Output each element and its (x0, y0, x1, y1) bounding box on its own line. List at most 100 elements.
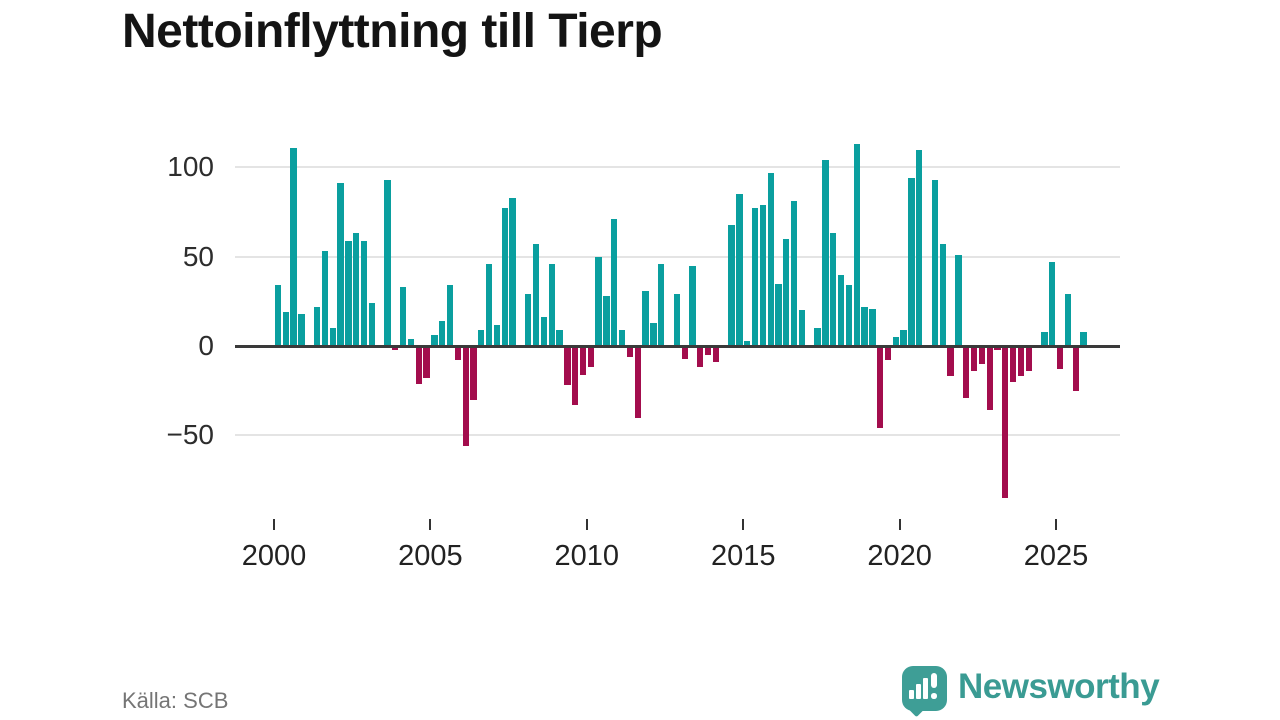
bar-2009-q2 (564, 346, 571, 386)
bar-2003-q4 (392, 346, 399, 350)
bar-2019-q2 (877, 346, 884, 429)
bar-2025-q2 (1064, 294, 1072, 346)
bar-2014-q1 (712, 346, 720, 363)
bar-2019-q4 (892, 337, 899, 346)
bar-2002-q1 (337, 183, 344, 346)
bar-2000-q2 (282, 312, 289, 346)
bar-2017-q3 (822, 160, 829, 346)
bar-2012-q1 (650, 322, 657, 346)
bar-2011-q2 (626, 346, 634, 357)
bar-2004-q4 (423, 346, 430, 379)
bar-2011-q4 (642, 290, 649, 346)
x-axis-tick-2015 (742, 519, 745, 530)
bar-2016-q4 (798, 310, 806, 346)
bar-2012-q4 (673, 294, 680, 346)
x-axis-tick-2005 (429, 519, 432, 530)
bar-2009-q1 (556, 329, 563, 346)
bar-2023-q1 (994, 346, 1001, 350)
bar-2014-q3 (728, 224, 735, 346)
chart-title: Nettoinflyttning till Tierp (122, 5, 663, 58)
bar-2021-q3 (947, 346, 954, 377)
bar-2013-q2 (689, 265, 696, 346)
gridline-50 (235, 255, 1120, 258)
bar-2015-q2 (751, 208, 759, 346)
bar-2019-q1 (869, 308, 876, 346)
bar-2000-q1 (274, 285, 282, 346)
bar-2025-q1 (1056, 346, 1064, 370)
bar-2018-q1 (837, 274, 845, 346)
bar-2021-q2 (939, 244, 946, 346)
bar-2004-q1 (399, 287, 407, 346)
bar-2017-q2 (814, 328, 821, 346)
bar-2007-q3 (509, 197, 516, 346)
x-axis-tick-2020 (898, 519, 901, 530)
bar-2017-q4 (830, 233, 837, 346)
bar-2013-q3 (697, 346, 704, 368)
x-axis-tick-2010 (585, 519, 588, 530)
bar-2001-q4 (329, 328, 336, 346)
bar-2011-q3 (634, 346, 641, 418)
bar-2020-q2 (908, 178, 915, 346)
bar-2013-q1 (681, 346, 688, 359)
bar-2015-q3 (759, 204, 767, 346)
bar-2000-q3 (290, 147, 297, 346)
icon-exclamation-dot (931, 693, 937, 699)
bar-2022-q1 (963, 346, 970, 398)
bar-2019-q3 (884, 346, 892, 361)
bar-2001-q2 (313, 306, 321, 346)
bar-2024-q3 (1041, 331, 1048, 346)
gridline-100 (235, 166, 1120, 169)
bar-2010-q3 (603, 296, 610, 346)
bar-2009-q4 (579, 346, 587, 375)
bar-2016-q1 (775, 283, 782, 346)
icon-bar-tall (923, 678, 928, 699)
bar-2004-q3 (415, 346, 422, 384)
bar-2010-q2 (595, 256, 602, 346)
bar-2025-q3 (1072, 346, 1079, 391)
bar-2004-q2 (407, 338, 415, 346)
bar-2002-q2 (345, 240, 352, 346)
bar-2008-q3 (540, 317, 548, 346)
bar-2025-q4 (1080, 331, 1087, 346)
bar-2022-q3 (978, 346, 985, 364)
bar-2002-q4 (360, 240, 368, 346)
bar-2020-q3 (916, 149, 923, 346)
bar-2024-q4 (1049, 262, 1056, 346)
x-axis-label: 2020 (867, 540, 932, 572)
bar-2005-q3 (446, 285, 454, 346)
newsworthy-bubble-barchart-icon (902, 666, 947, 711)
gridline--50 (235, 434, 1120, 437)
bar-2006-q2 (470, 346, 477, 400)
icon-exclamation-stem (931, 673, 937, 688)
bar-2021-q1 (931, 179, 939, 346)
x-axis-label: 2025 (1023, 540, 1089, 572)
bar-2022-q2 (970, 346, 978, 371)
bar-2023-q3 (1009, 346, 1017, 382)
bar-2008-q2 (532, 244, 540, 346)
y-axis-label: −50 (166, 419, 215, 451)
x-axis-label: 2005 (398, 540, 463, 572)
icon-bar-small (909, 690, 914, 699)
zero-line (235, 344, 1120, 348)
bar-2018-q2 (845, 285, 853, 346)
bar-2003-q3 (384, 179, 391, 346)
bar-2016-q2 (783, 238, 790, 346)
bar-2010-q4 (611, 219, 618, 346)
bar-2014-q4 (736, 194, 743, 346)
y-axis-label: 100 (167, 151, 214, 183)
x-axis-label: 2015 (710, 540, 776, 572)
bar-2016-q3 (791, 201, 798, 346)
bar-2013-q4 (704, 346, 712, 355)
bar-2012-q2 (658, 263, 665, 346)
bar-2002-q3 (353, 233, 360, 346)
bar-2015-q1 (744, 340, 751, 346)
bar-2007-q2 (501, 208, 508, 346)
bar-2011-q1 (618, 329, 626, 346)
bar-2018-q4 (861, 306, 868, 346)
bar-2008-q4 (548, 263, 555, 346)
brand-name: Newsworthy (958, 667, 1160, 706)
x-axis-tick-2025 (1055, 519, 1058, 530)
bar-2007-q1 (493, 324, 501, 346)
y-axis-label: 50 (182, 240, 214, 272)
